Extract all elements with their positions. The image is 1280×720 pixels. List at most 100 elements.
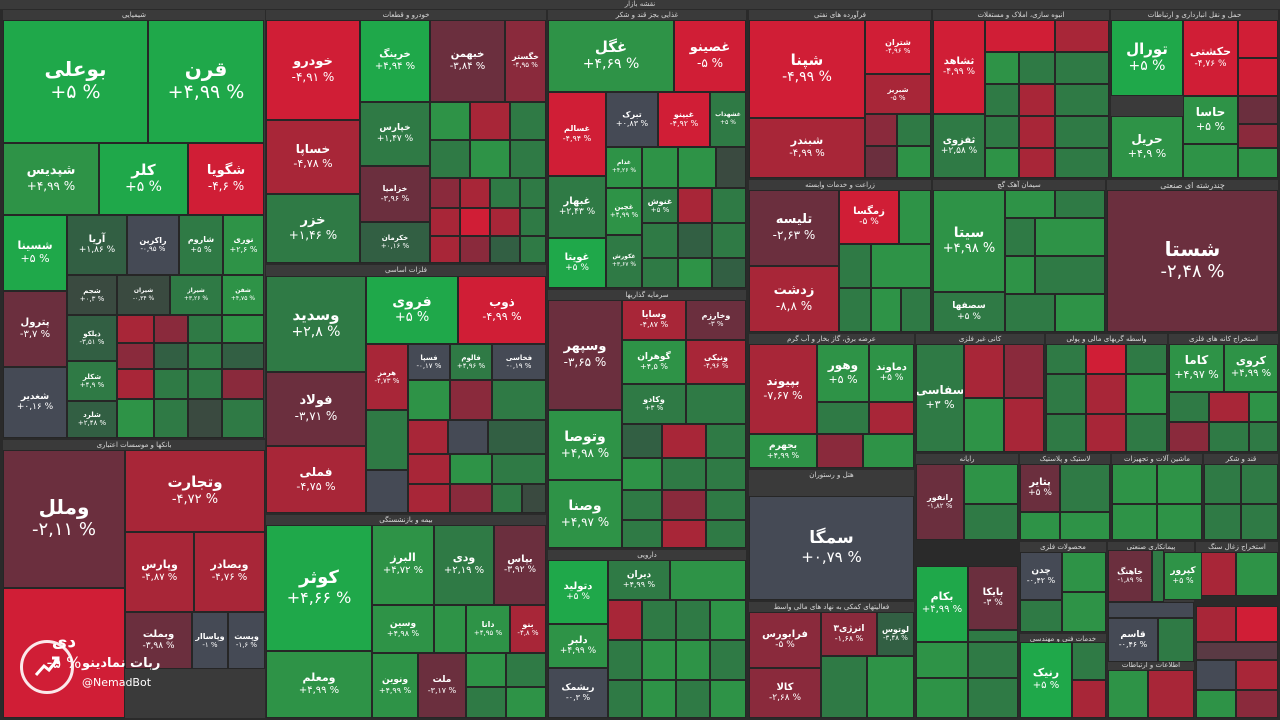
stock-tile-small[interactable] — [492, 484, 522, 513]
stock-tile[interactable]: کوثر +۴,۶۶ % — [266, 525, 372, 651]
stock-tile-small[interactable] — [1055, 116, 1109, 148]
stock-tile-small[interactable] — [676, 680, 710, 718]
stock-tile-small[interactable] — [622, 458, 662, 490]
stock-tile-small[interactable] — [706, 458, 746, 490]
stock-tile[interactable]: کاما +۴,۹۷ % — [1169, 344, 1224, 392]
stock-tile-small[interactable] — [1072, 642, 1106, 680]
stock-tile[interactable]: حاسا +۵ % — [1183, 96, 1238, 144]
stock-tile-small[interactable] — [1086, 374, 1126, 414]
stock-tile-small[interactable] — [510, 140, 546, 178]
stock-tile-small[interactable] — [1055, 294, 1105, 332]
stock-tile-small[interactable] — [450, 484, 492, 513]
stock-tile[interactable]: خزر +۱,۴۶ % — [266, 194, 360, 263]
stock-tile-small[interactable] — [466, 653, 506, 687]
stock-tile-small[interactable] — [1158, 618, 1194, 662]
stock-tile-small[interactable] — [154, 315, 188, 343]
stock-tile[interactable]: ونیکی -۴,۹۶ % — [686, 340, 746, 384]
stock-tile[interactable]: زدشت -۸,۸ % — [749, 266, 839, 332]
stock-tile[interactable]: وپارس -۴,۸۷ % — [125, 532, 194, 612]
stock-tile-small[interactable] — [1005, 294, 1055, 332]
stock-tile-small[interactable] — [1005, 218, 1035, 256]
stock-tile-small[interactable] — [450, 454, 492, 484]
stock-tile-small[interactable] — [712, 223, 746, 258]
stock-tile-small[interactable] — [1019, 116, 1055, 148]
stock-tile-small[interactable] — [1238, 20, 1278, 58]
stock-tile-small[interactable] — [985, 148, 1019, 178]
stock-tile-small[interactable] — [985, 116, 1019, 148]
stock-tile[interactable]: ومعلم +۴,۹۹ % — [266, 651, 372, 718]
stock-tile[interactable]: شیران -۰,۳۴ % — [117, 275, 170, 315]
stock-tile[interactable]: دماوند +۵ % — [869, 344, 914, 402]
stock-tile-small[interactable] — [188, 343, 222, 369]
stock-tile-small[interactable] — [817, 434, 863, 468]
stock-tile[interactable]: هرمز -۴,۷۳ % — [366, 344, 408, 410]
stock-tile[interactable]: بنو -۴,۸ % — [510, 605, 546, 653]
stock-tile[interactable]: وپست -۱,۶ % — [228, 612, 265, 669]
stock-tile[interactable]: بایکا -۳ % — [968, 566, 1018, 630]
stock-tile-small[interactable] — [1020, 600, 1062, 632]
stock-tile-small[interactable] — [1046, 414, 1086, 452]
stock-tile-small[interactable] — [1126, 374, 1167, 414]
stock-tile-small[interactable] — [430, 208, 460, 236]
stock-tile-small[interactable] — [712, 188, 746, 223]
stock-tile-small[interactable] — [964, 398, 1004, 452]
stock-tile[interactable]: انرژی۳ -۱,۶۸ % — [821, 612, 877, 656]
stock-tile-small[interactable] — [642, 640, 676, 680]
stock-tile-small[interactable] — [450, 380, 492, 420]
stock-tile[interactable]: بجهرم +۴,۹۹ % — [749, 434, 817, 468]
stock-tile-small[interactable] — [154, 399, 188, 438]
stock-tile[interactable]: دانا +۴,۹۵ % — [466, 605, 510, 653]
stock-tile-small[interactable] — [706, 424, 746, 458]
stock-tile-small[interactable] — [434, 605, 466, 653]
stock-tile[interactable]: دتولید +۵ % — [548, 560, 608, 624]
stock-tile[interactable]: ثشاهد -۴,۹۹ % — [933, 20, 985, 114]
stock-tile-small[interactable] — [897, 146, 931, 178]
stock-tile-small[interactable] — [608, 600, 642, 640]
stock-tile[interactable]: شتران -۴,۹۶ % — [865, 20, 931, 74]
stock-tile[interactable]: فرابورس -۵ % — [749, 612, 821, 668]
stock-tile-small[interactable] — [865, 146, 897, 178]
stock-tile[interactable]: خساپا -۴,۷۸ % — [266, 120, 360, 194]
stock-tile[interactable]: چدن -۰,۴۲ % — [1020, 552, 1062, 600]
stock-tile-small[interactable] — [706, 520, 746, 548]
stock-tile-small[interactable] — [188, 315, 222, 343]
stock-tile-small[interactable] — [1072, 680, 1106, 718]
stock-tile-small[interactable] — [968, 678, 1018, 718]
stock-tile-small[interactable] — [506, 653, 546, 687]
stock-tile-small[interactable] — [1236, 552, 1278, 596]
stock-tile[interactable]: البرز +۴,۷۲ % — [372, 525, 434, 605]
stock-tile[interactable]: وبصادر -۴,۷۶ % — [194, 532, 265, 612]
stock-tile[interactable]: وتوصا +۴,۹۸ % — [548, 410, 622, 480]
stock-tile[interactable]: بپیوند -۷,۶۷ % — [749, 344, 817, 434]
stock-tile-small[interactable] — [608, 680, 642, 718]
stock-tile[interactable]: ونوین +۴,۹۹ % — [372, 653, 418, 718]
stock-tile-small[interactable] — [964, 504, 1018, 540]
stock-tile-small[interactable] — [1019, 148, 1055, 178]
stock-tile[interactable]: کپرور +۵ % — [1164, 552, 1202, 600]
stock-tile-small[interactable] — [1086, 344, 1126, 374]
stock-tile-small[interactable] — [817, 402, 869, 434]
stock-tile[interactable]: تبرک +۰,۸۳ % — [606, 92, 658, 147]
stock-tile-small[interactable] — [710, 680, 746, 718]
stock-tile-small[interactable] — [901, 288, 931, 332]
stock-tile-small[interactable] — [366, 470, 408, 513]
stock-tile[interactable]: خپارس +۱,۴۷ % — [360, 102, 430, 166]
stock-tile-small[interactable] — [1086, 414, 1126, 452]
stock-tile-small[interactable] — [1196, 660, 1236, 690]
stock-tile-small[interactable] — [1204, 504, 1241, 540]
stock-tile[interactable]: غبهار +۲,۴۳ % — [548, 176, 606, 238]
stock-tile[interactable]: سمگا +۰,۷۹ % — [749, 496, 914, 600]
stock-tile[interactable]: دیران +۴,۹۹ % — [608, 560, 670, 600]
stock-tile-small[interactable] — [1204, 464, 1241, 504]
stock-tile[interactable]: شگویا -۴,۶ % — [188, 143, 264, 215]
stock-tile[interactable]: وسپهر -۳,۶۵ % — [548, 300, 622, 410]
stock-tile-small[interactable] — [1062, 552, 1106, 592]
stock-tile[interactable]: فسپا -۰,۱۷ % — [408, 344, 450, 380]
stock-tile[interactable]: تورال +۵ % — [1111, 20, 1183, 96]
stock-tile[interactable]: دلبر +۴,۹۹ % — [548, 624, 608, 668]
stock-tile-small[interactable] — [1183, 144, 1238, 178]
stock-tile[interactable]: شفن +۴,۷۵ % — [222, 275, 264, 315]
stock-tile-small[interactable] — [1241, 504, 1278, 540]
stock-tile[interactable]: لوتوس -۳,۴۸ % — [877, 612, 914, 656]
stock-tile[interactable]: شپدیس +۴,۹۹ % — [3, 143, 99, 215]
